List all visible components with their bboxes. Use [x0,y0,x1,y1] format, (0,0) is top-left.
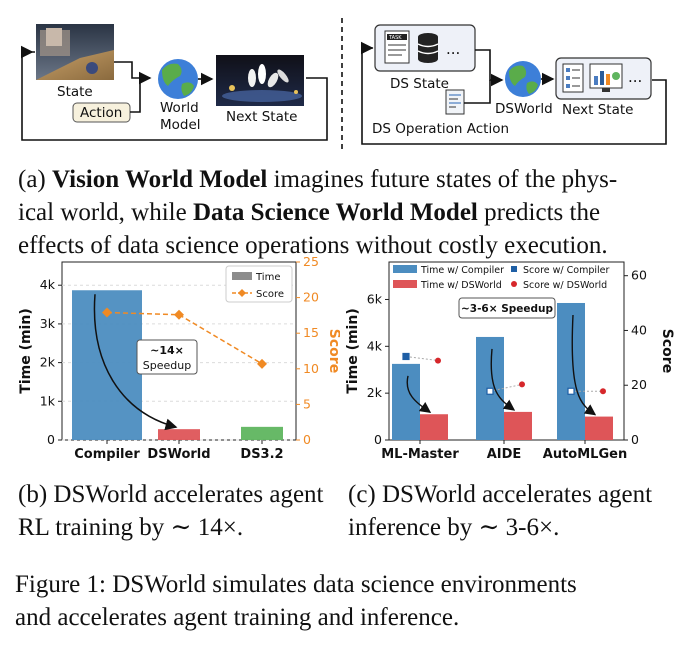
world-model-label-2: Model [160,117,201,133]
action-label: Action [80,105,122,121]
legend-time-swatch [232,272,252,280]
state-label: State [57,84,93,100]
legend-time-compiler-swatch [393,265,417,273]
legend-time-label: Time [255,272,280,283]
checklist-icon [562,63,584,93]
legend-time-compiler: Time w/ Compiler [420,265,504,276]
score-compiler-marker [567,387,575,395]
speedup-label-c: ~3-6× Speedup [461,303,554,315]
speedup-arrow-c [490,348,516,411]
y-tick-label: 2k [40,355,56,370]
y-tick-label: 6k [367,291,383,306]
x-tick-label: AIDE [487,447,522,462]
caption-c: (c) DSWorld accelerates agent inference … [348,481,653,541]
dashboard-icon [589,63,623,92]
y2-tick-label: 5 [303,396,311,411]
score-dsworld-marker [435,357,441,364]
legend-score-compiler-marker [511,266,517,272]
score-compiler-marker [402,352,410,361]
y-axis-label: Time (min) [18,308,34,393]
state-image [36,24,114,80]
ds-state-ellipsis: ... [446,40,460,58]
caption-b: (b) DSWorld accelerates agent RL trainin… [18,481,324,541]
speedup-label-b: Speedup [143,359,191,372]
score-connector [405,355,439,362]
speedup-value-b: ~14× [150,344,184,357]
x-tick-label: AutoMLGen [543,447,627,462]
ds-loop: TASK ... DS State DSWorld [360,24,667,145]
y-tick-label: 0 [47,432,55,447]
time-compiler-bar [392,363,420,440]
time-dsworld-bar [585,416,613,440]
task-doc-icon: TASK [384,30,410,64]
figure-caption: Figure 1: DSWorld simulates data science… [15,571,577,631]
ds-next-ellipsis: ... [628,68,642,86]
x-tick-label: DSWorld [147,447,210,462]
y-tick-label: 1k [40,393,56,408]
y-tick-label: 3k [40,316,56,331]
y2-tick-label: 20 [303,290,319,305]
score-dsworld-marker [519,381,525,388]
y2-tick-label: 20 [631,377,647,392]
vision-loop: State Action World Model Next State [20,24,328,141]
y-tick-label: 4k [367,338,383,353]
world-model-globe-icon [158,59,198,99]
database-icon [417,33,439,63]
x-tick-label: DS3.2 [240,447,283,462]
score-dsworld-marker [600,388,606,395]
next-state-image [216,55,304,106]
legend-score-compiler: Score w/ Compiler [523,265,609,276]
time-compiler-bar [557,302,585,440]
y-tick-label: 0 [374,432,382,447]
x-tick-label: ML-Master [381,447,459,462]
ds-state-label: DS State [390,76,449,92]
y2-tick-label: 0 [631,432,639,447]
y2-axis-label: Score [326,329,340,373]
svg-text:TASK: TASK [388,35,402,41]
panel-a-diagram: State Action World Model Next State [20,18,667,150]
speedup-arrow-c [571,314,597,416]
score-marker [257,358,267,369]
caption-a: (a) Vision World Model imagines future s… [18,166,618,259]
time-dsworld-bar [504,411,532,440]
chart-c: 0 2k 4k 6k 0 20 40 60 Time (min) Score ML-Master AI… [345,261,675,462]
legend-score-dsworld: Score w/ DSWorld [523,280,607,291]
legend-time-dsworld-swatch [393,280,417,288]
ds-operation-label: DS Operation Action [372,121,509,137]
legend-time-dsworld: Time w/ DSWorld [420,280,502,291]
y2-tick-label: 10 [303,361,319,376]
y2-tick-label: 15 [303,325,319,340]
y2-tick-label: 25 [303,254,319,269]
ds-next-state-label: Next State [562,102,633,118]
time-dsworld-bar [420,414,448,440]
y2-axis-label: Score [659,329,675,373]
y2-tick-label: 60 [631,268,647,283]
dsworld-globe-icon [505,61,541,97]
time-bar [158,429,200,440]
x-tick-label: Compiler [74,447,140,462]
y2-tick-label: 40 [631,322,647,337]
chart-b: 0 1k 2k 3k 4k 0 5 10 15 20 25 Time (min) Score Compil… [18,254,340,462]
time-bar [241,426,283,440]
speedup-arrow-b [93,294,178,431]
y-tick-label: 4k [40,277,56,292]
speedup-box-c [458,297,556,319]
score-compiler-marker [486,387,494,395]
speedup-arrow-c [406,375,432,414]
speedup-box-b [136,339,198,375]
y2-tick-label: 0 [303,432,311,447]
world-model-label-1: World [160,100,199,116]
score-marker [174,309,184,320]
operation-code-icon [445,89,465,115]
legend-score-dsworld-marker [511,281,517,287]
y-tick-label: 2k [367,385,383,400]
y-axis-label: Time (min) [345,308,361,393]
dsworld-label: DSWorld [495,101,553,117]
legend-score-label: Score [256,289,284,300]
next-state-label-a: Next State [226,109,297,125]
legend-score-marker [238,289,246,297]
score-marker [102,307,112,318]
